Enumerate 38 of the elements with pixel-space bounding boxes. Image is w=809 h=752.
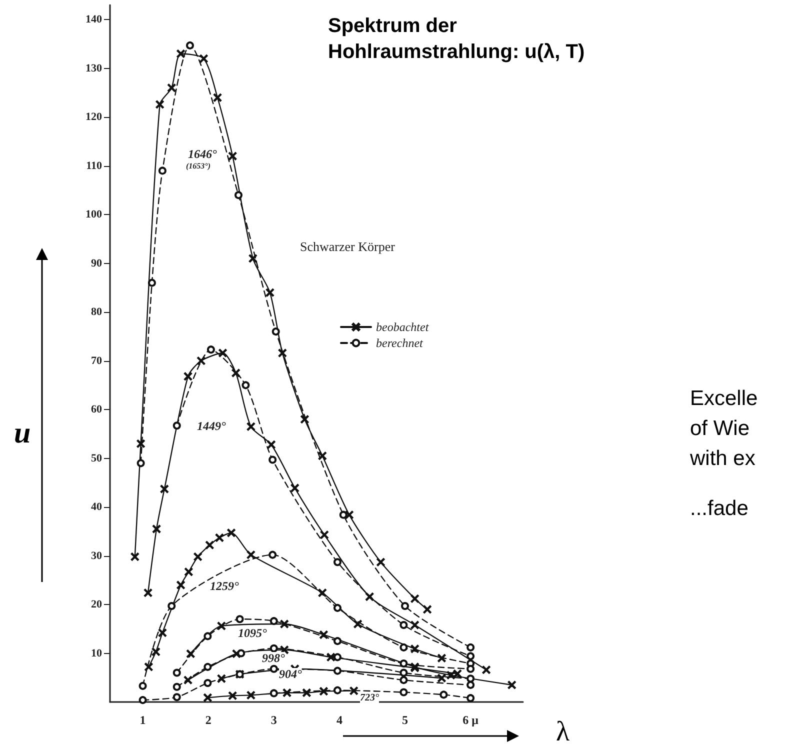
annotation: 1449° (197, 419, 226, 433)
annotation: 998° (262, 651, 285, 665)
legend-label: beobachtet (376, 320, 430, 334)
y-tick-label: 70 (91, 354, 102, 367)
annotation: 904° (279, 667, 302, 681)
text: of Wie (690, 417, 750, 440)
y-tick-label: 60 (91, 404, 102, 416)
x-tick-label: 2 (205, 713, 212, 727)
y-tick-label: 20 (91, 598, 102, 611)
annotation: (1653°) (186, 162, 211, 170)
y-axis-title: u (14, 416, 31, 450)
y-tick-label: 40 (91, 501, 102, 514)
text: Spektrum der Hohlraumstrahlung: u(λ, T) (328, 15, 585, 63)
text: ...fade (690, 497, 748, 520)
x-axis-title: λ (556, 716, 570, 748)
annotation: Schwarzer Körper (300, 239, 396, 254)
annotation: 1646° (188, 147, 217, 161)
y-tick-label: 90 (91, 257, 102, 270)
y-tick-label: 120 (86, 111, 102, 124)
y-tick-label: 130 (86, 62, 102, 74)
x-tick-label: 4 (336, 713, 342, 727)
y-tick-label: 140 (86, 14, 102, 26)
x-tick-label: 6 μ (462, 713, 479, 727)
annotation: 1259° (210, 579, 239, 593)
y-tick-label: 10 (91, 647, 102, 660)
y-tick-label: 80 (91, 306, 102, 318)
x-tick-label: 5 (402, 713, 408, 727)
y-tick-label: 50 (91, 452, 102, 464)
x-tick-label: 3 (270, 713, 277, 727)
annotation: 1095° (238, 626, 267, 640)
y-tick-label: 30 (91, 550, 102, 562)
x-tick-label: 1 (140, 713, 146, 727)
legend-label: berechnet (376, 336, 424, 350)
y-tick-label: 100 (86, 208, 102, 221)
text: with ex (689, 447, 756, 470)
annotation: 723° (360, 692, 379, 704)
y-tick-label: 110 (86, 160, 102, 172)
text: Excelle (690, 387, 758, 410)
